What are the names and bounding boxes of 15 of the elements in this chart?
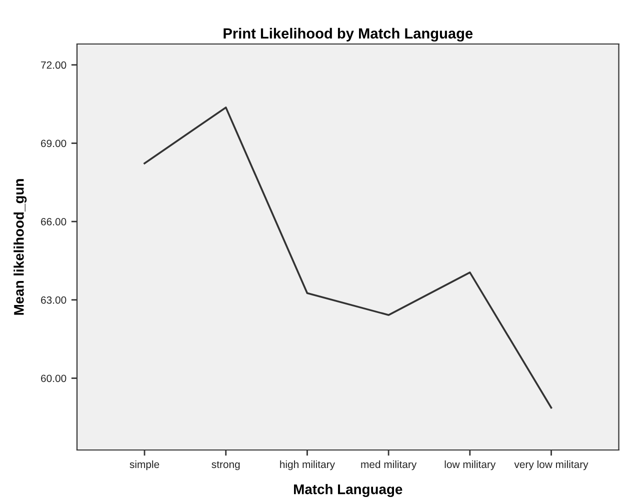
x-tick-label: very low military: [514, 460, 588, 470]
y-axis-title: Mean likelihood_gun: [14, 179, 27, 315]
x-axis-title: Match Language: [294, 484, 402, 498]
x-tick-label: simple: [130, 460, 160, 470]
x-tick-label: high military: [280, 460, 335, 470]
y-tick-label: 60.00: [41, 374, 66, 382]
y-tick-label: 72.00: [41, 61, 66, 69]
chart-title: Print Likelihood by Match Language: [224, 28, 473, 42]
x-tick-label: low military: [444, 460, 496, 470]
line-series: [144, 106, 552, 409]
y-tick-label: 69.00: [41, 140, 66, 148]
y-tick-label: 66.00: [41, 218, 66, 226]
x-tick-label: strong: [212, 461, 240, 470]
x-tick-label: med military: [361, 460, 417, 470]
y-tick-label: 63.00: [41, 296, 66, 304]
